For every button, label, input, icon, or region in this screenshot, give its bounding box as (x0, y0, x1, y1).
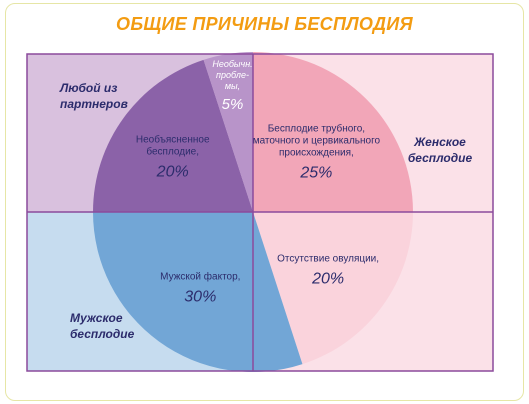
pie-slice-1 (253, 52, 413, 212)
slice-label-5-line-1: Необычн. (212, 59, 252, 69)
slice-label-2-line-1: Отсутствие овуляции, (277, 254, 379, 265)
chart-title: ОБЩИЕ ПРИЧИНЫ БЕСПЛОДИЯ (116, 14, 413, 34)
pie-slice-4 (93, 59, 253, 212)
slice-value-5: 5% (222, 96, 244, 113)
slice-value-1: 25% (299, 165, 332, 182)
slice-label-1-line-2: маточного и цервикального (253, 136, 381, 147)
slice-label-5-line-3: мы, (225, 81, 240, 91)
quadrant-label-bottom-left-line-1: Мужское (70, 311, 123, 325)
slice-value-2: 20% (311, 271, 344, 288)
pie-slice-2 (253, 212, 413, 365)
pie-slice-3 (93, 212, 303, 373)
slice-label-4-line-1: Необъясненное (136, 134, 210, 146)
quadrant-label-top-left-line-1: Любой из (59, 81, 117, 95)
slice-label-3-line-1: Мужской фактор, (160, 271, 240, 283)
pie-slice-5 (203, 52, 253, 212)
quadrant-label-top-right-line-1: Женское (413, 135, 466, 149)
quadrant-label-top-left-line-2: партнеров (60, 97, 128, 111)
quadrant-label-bottom-left-line-2: бесплодие (70, 327, 135, 341)
slice-label-1-line-1: Бесплодие трубного, (268, 123, 365, 135)
slice-label-4-line-2: бесплодие, (146, 146, 199, 158)
slice-value-3: 30% (184, 289, 216, 306)
slice-label-1-line-3: происхождения, (279, 148, 354, 159)
slice-value-4: 20% (156, 164, 189, 181)
slice-label-5-line-2: пробле- (216, 70, 249, 80)
quadrant-label-top-right-line-2: бесплодие (408, 151, 473, 165)
